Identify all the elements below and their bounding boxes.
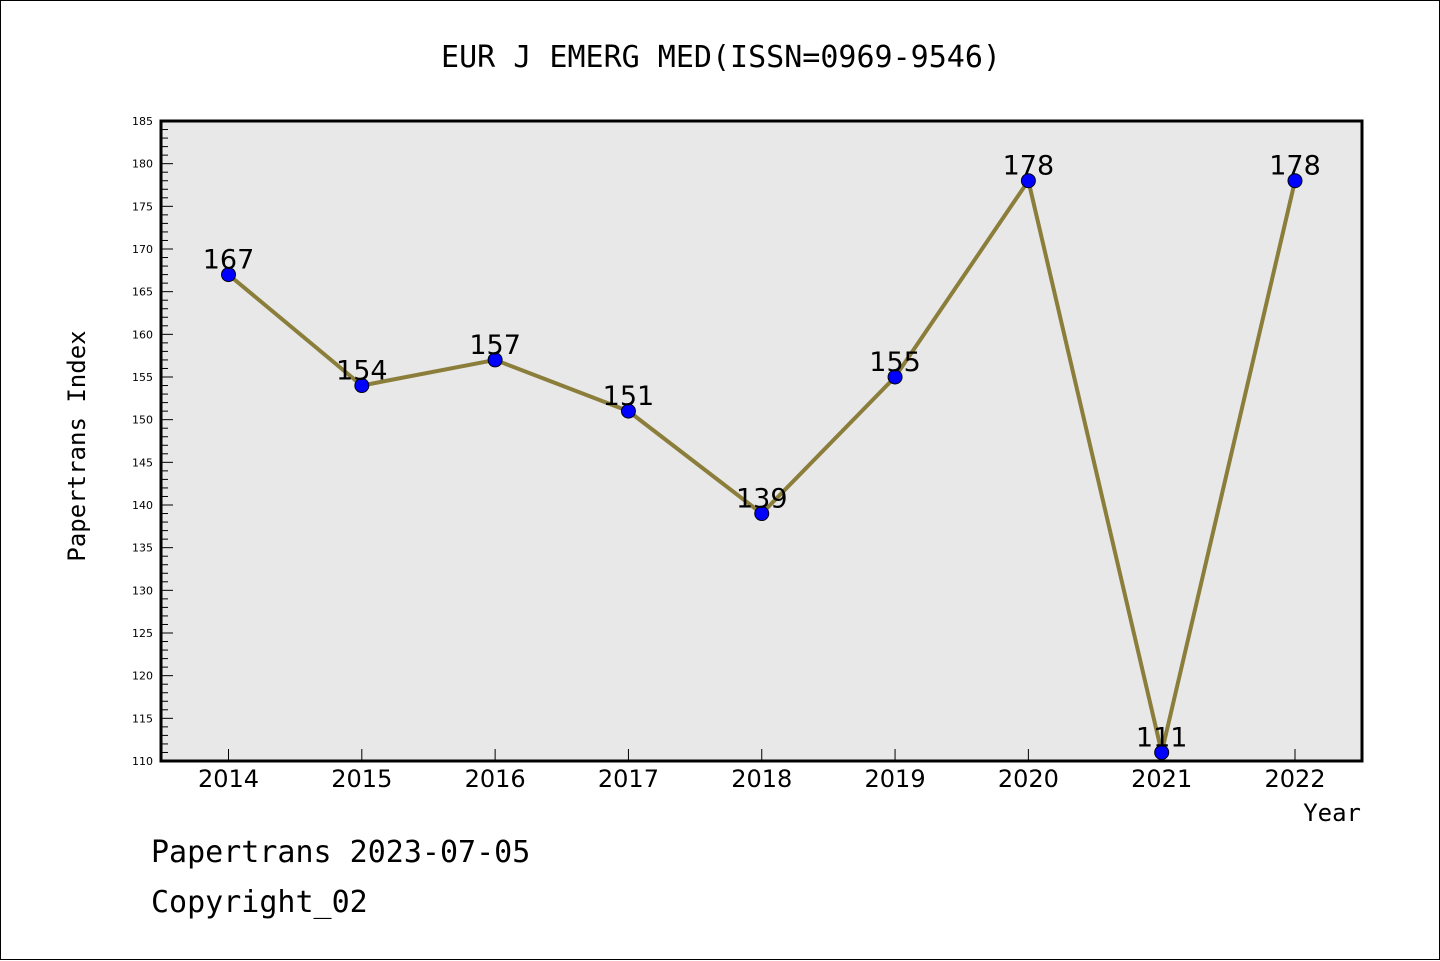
data-point — [887, 369, 903, 385]
x-tick-label: 2021 — [1131, 765, 1192, 793]
x-axis-label: Year — [1303, 799, 1361, 827]
y-tick-label: 185 — [132, 115, 153, 128]
y-tick-label: 175 — [132, 200, 153, 213]
y-tick-label: 110 — [132, 755, 153, 768]
y-tick-label: 120 — [132, 670, 153, 683]
data-label: 167 — [203, 245, 255, 276]
y-tick-label: 165 — [132, 286, 153, 299]
chart-title: EUR J EMERG MED(ISSN=0969-9546) — [441, 40, 1001, 75]
footer-date-text: Papertrans 2023-07-05 — [151, 835, 531, 870]
data-label: 157 — [469, 330, 521, 361]
data-point — [354, 378, 370, 394]
x-tick-label: 2016 — [465, 765, 526, 793]
y-tick-label: 140 — [132, 499, 153, 512]
data-point — [620, 403, 636, 419]
x-tick-label: 2014 — [198, 765, 259, 793]
data-label: 154 — [336, 356, 388, 387]
data-label: 151 — [603, 381, 655, 412]
data-point — [1154, 744, 1170, 760]
x-tick-label: 2022 — [1264, 765, 1325, 793]
data-point — [221, 267, 236, 283]
y-tick-label: 180 — [132, 158, 153, 171]
x-axis: 2014 2015 2016 2017 2018 2019 2020 2021 2022 — [198, 749, 1326, 793]
y-axis: 110 115 120 125 130 135 140 145 150 155 160 165 170 1… — [132, 115, 173, 768]
plot-area — [159, 119, 1364, 763]
data-label: 178 — [1269, 151, 1321, 182]
y-tick-label: 150 — [132, 414, 153, 427]
data-point — [1287, 173, 1303, 189]
y-tick-label: 155 — [132, 371, 153, 384]
footer-copyright-text: Copyright_02 — [151, 885, 368, 920]
y-tick-label: 160 — [132, 328, 153, 341]
data-point — [754, 506, 770, 522]
y-tick-label: 135 — [132, 542, 153, 555]
y-tick-label: 130 — [132, 584, 153, 597]
y-axis-label: Papertrans Index — [63, 330, 91, 561]
x-tick-label: 2020 — [998, 765, 1059, 793]
data-point — [487, 352, 503, 368]
x-tick-label: 2019 — [865, 765, 926, 793]
data-label: 111 — [1136, 722, 1188, 753]
data-point — [1020, 173, 1036, 189]
x-tick-label: 2018 — [731, 765, 792, 793]
y-tick-label: 170 — [132, 243, 153, 256]
y-tick-label: 125 — [132, 627, 153, 640]
y-tick-label: 145 — [132, 456, 153, 469]
x-tick-label: 2015 — [331, 765, 392, 793]
y-tick-label: 115 — [132, 712, 153, 725]
x-tick-label: 2017 — [598, 765, 659, 793]
data-label: 139 — [736, 484, 788, 515]
data-label: 178 — [1003, 151, 1055, 182]
series-line-group: 167 154 157 151 139 155 178 111 178 — [203, 151, 1321, 760]
data-label: 155 — [869, 347, 921, 378]
